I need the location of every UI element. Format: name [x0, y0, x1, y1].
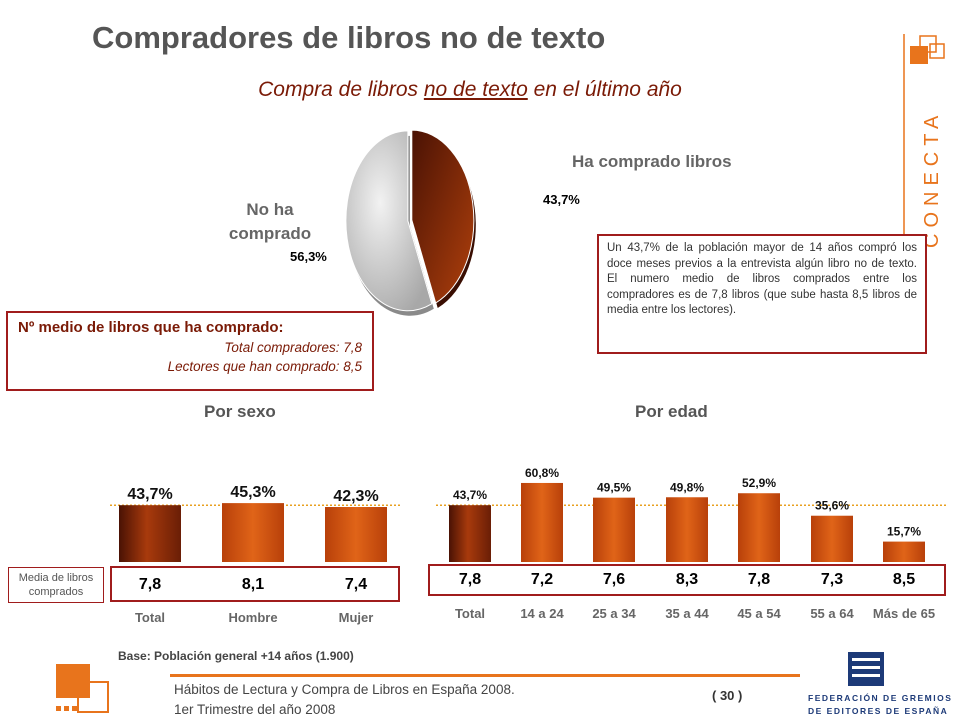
base-note: Base: Población general +14 años (1.900)	[118, 649, 354, 663]
bar	[521, 482, 563, 562]
bar-value-label: 52,9%	[742, 476, 776, 490]
category-label: 14 a 24	[520, 606, 564, 621]
category-label: Mujer	[338, 610, 374, 625]
average-books-box: Nº medio de libros que ha comprado: Tota…	[6, 311, 374, 391]
bar	[593, 497, 635, 562]
bar	[666, 497, 708, 562]
age-average-row	[428, 564, 946, 596]
bar-value-label: 35,6%	[815, 499, 849, 513]
average-readers: Lectores que han comprado: 8,5	[167, 359, 362, 374]
bar	[811, 515, 853, 562]
bar	[883, 541, 925, 562]
category-label: 25 a 34	[592, 606, 636, 621]
category-label: 55 a 64	[810, 606, 854, 621]
footer-rule	[170, 674, 800, 677]
bar	[325, 507, 387, 562]
bar-value-label: 45,3%	[230, 484, 275, 501]
bar-value-label: 42,3%	[333, 488, 378, 505]
bar-value-label: 43,7%	[127, 486, 172, 503]
pie-label-bought: Ha comprado libros	[572, 152, 732, 171]
page-title: Compradores de libros no de texto	[92, 20, 606, 55]
footer-logo-icon	[56, 664, 109, 713]
category-label: Hombre	[228, 610, 278, 625]
publisher-name: FEDERACIÓN DE GREMIOS DE EDITORES DE ESPA…	[808, 693, 953, 716]
pie-pct-not-bought: 56,3%	[290, 249, 327, 264]
bar-value-label: 43,7%	[453, 488, 487, 502]
category-label: Total	[454, 606, 486, 621]
average-heading: Nº medio de libros que ha comprado:	[18, 319, 284, 336]
conecta-wordmark: CONECTA	[921, 110, 943, 248]
bar	[738, 493, 780, 562]
page-number: ( 30 )	[712, 688, 743, 703]
chart-subtitle: Compra de libros no de texto en el últim…	[258, 78, 682, 101]
section-by-sex: Por sexo	[204, 402, 276, 421]
category-label: Más de 65	[872, 606, 936, 621]
pie-slice-bought	[411, 130, 475, 304]
bar	[449, 505, 491, 562]
pie-pct-bought: 43,7%	[543, 192, 580, 207]
bar-value-label: 15,7%	[887, 525, 921, 539]
pie-label-not-bought: No ha comprado	[228, 200, 312, 243]
media-label-box: Media de libros comprados	[8, 567, 104, 603]
bar-value-label: 49,8%	[670, 480, 704, 494]
federation-logo-icon	[848, 652, 884, 686]
pie-chart	[345, 130, 476, 316]
bar-value-label: 49,5%	[597, 481, 631, 495]
bar-value-label: 60,8%	[525, 466, 559, 480]
category-label: 45 a 54	[737, 606, 781, 621]
category-label: 35 a 44	[665, 606, 709, 621]
sex-average-row	[110, 566, 400, 602]
bar	[119, 505, 181, 562]
average-total: Total compradores: 7,8	[224, 340, 362, 355]
description-box: Un 43,7% de la población mayor de 14 año…	[597, 234, 927, 354]
section-by-age: Por edad	[635, 402, 708, 421]
pie-slice-not-bought	[345, 130, 433, 312]
bar	[222, 503, 284, 562]
footer-source: Hábitos de Lectura y Compra de Libros en…	[174, 682, 515, 717]
category-label: Total	[134, 610, 166, 625]
bar-charts: 43,7% 45,3% 42,3% 43,7% 60,8% 49,5% 49,8% 52,9%…	[110, 466, 946, 562]
